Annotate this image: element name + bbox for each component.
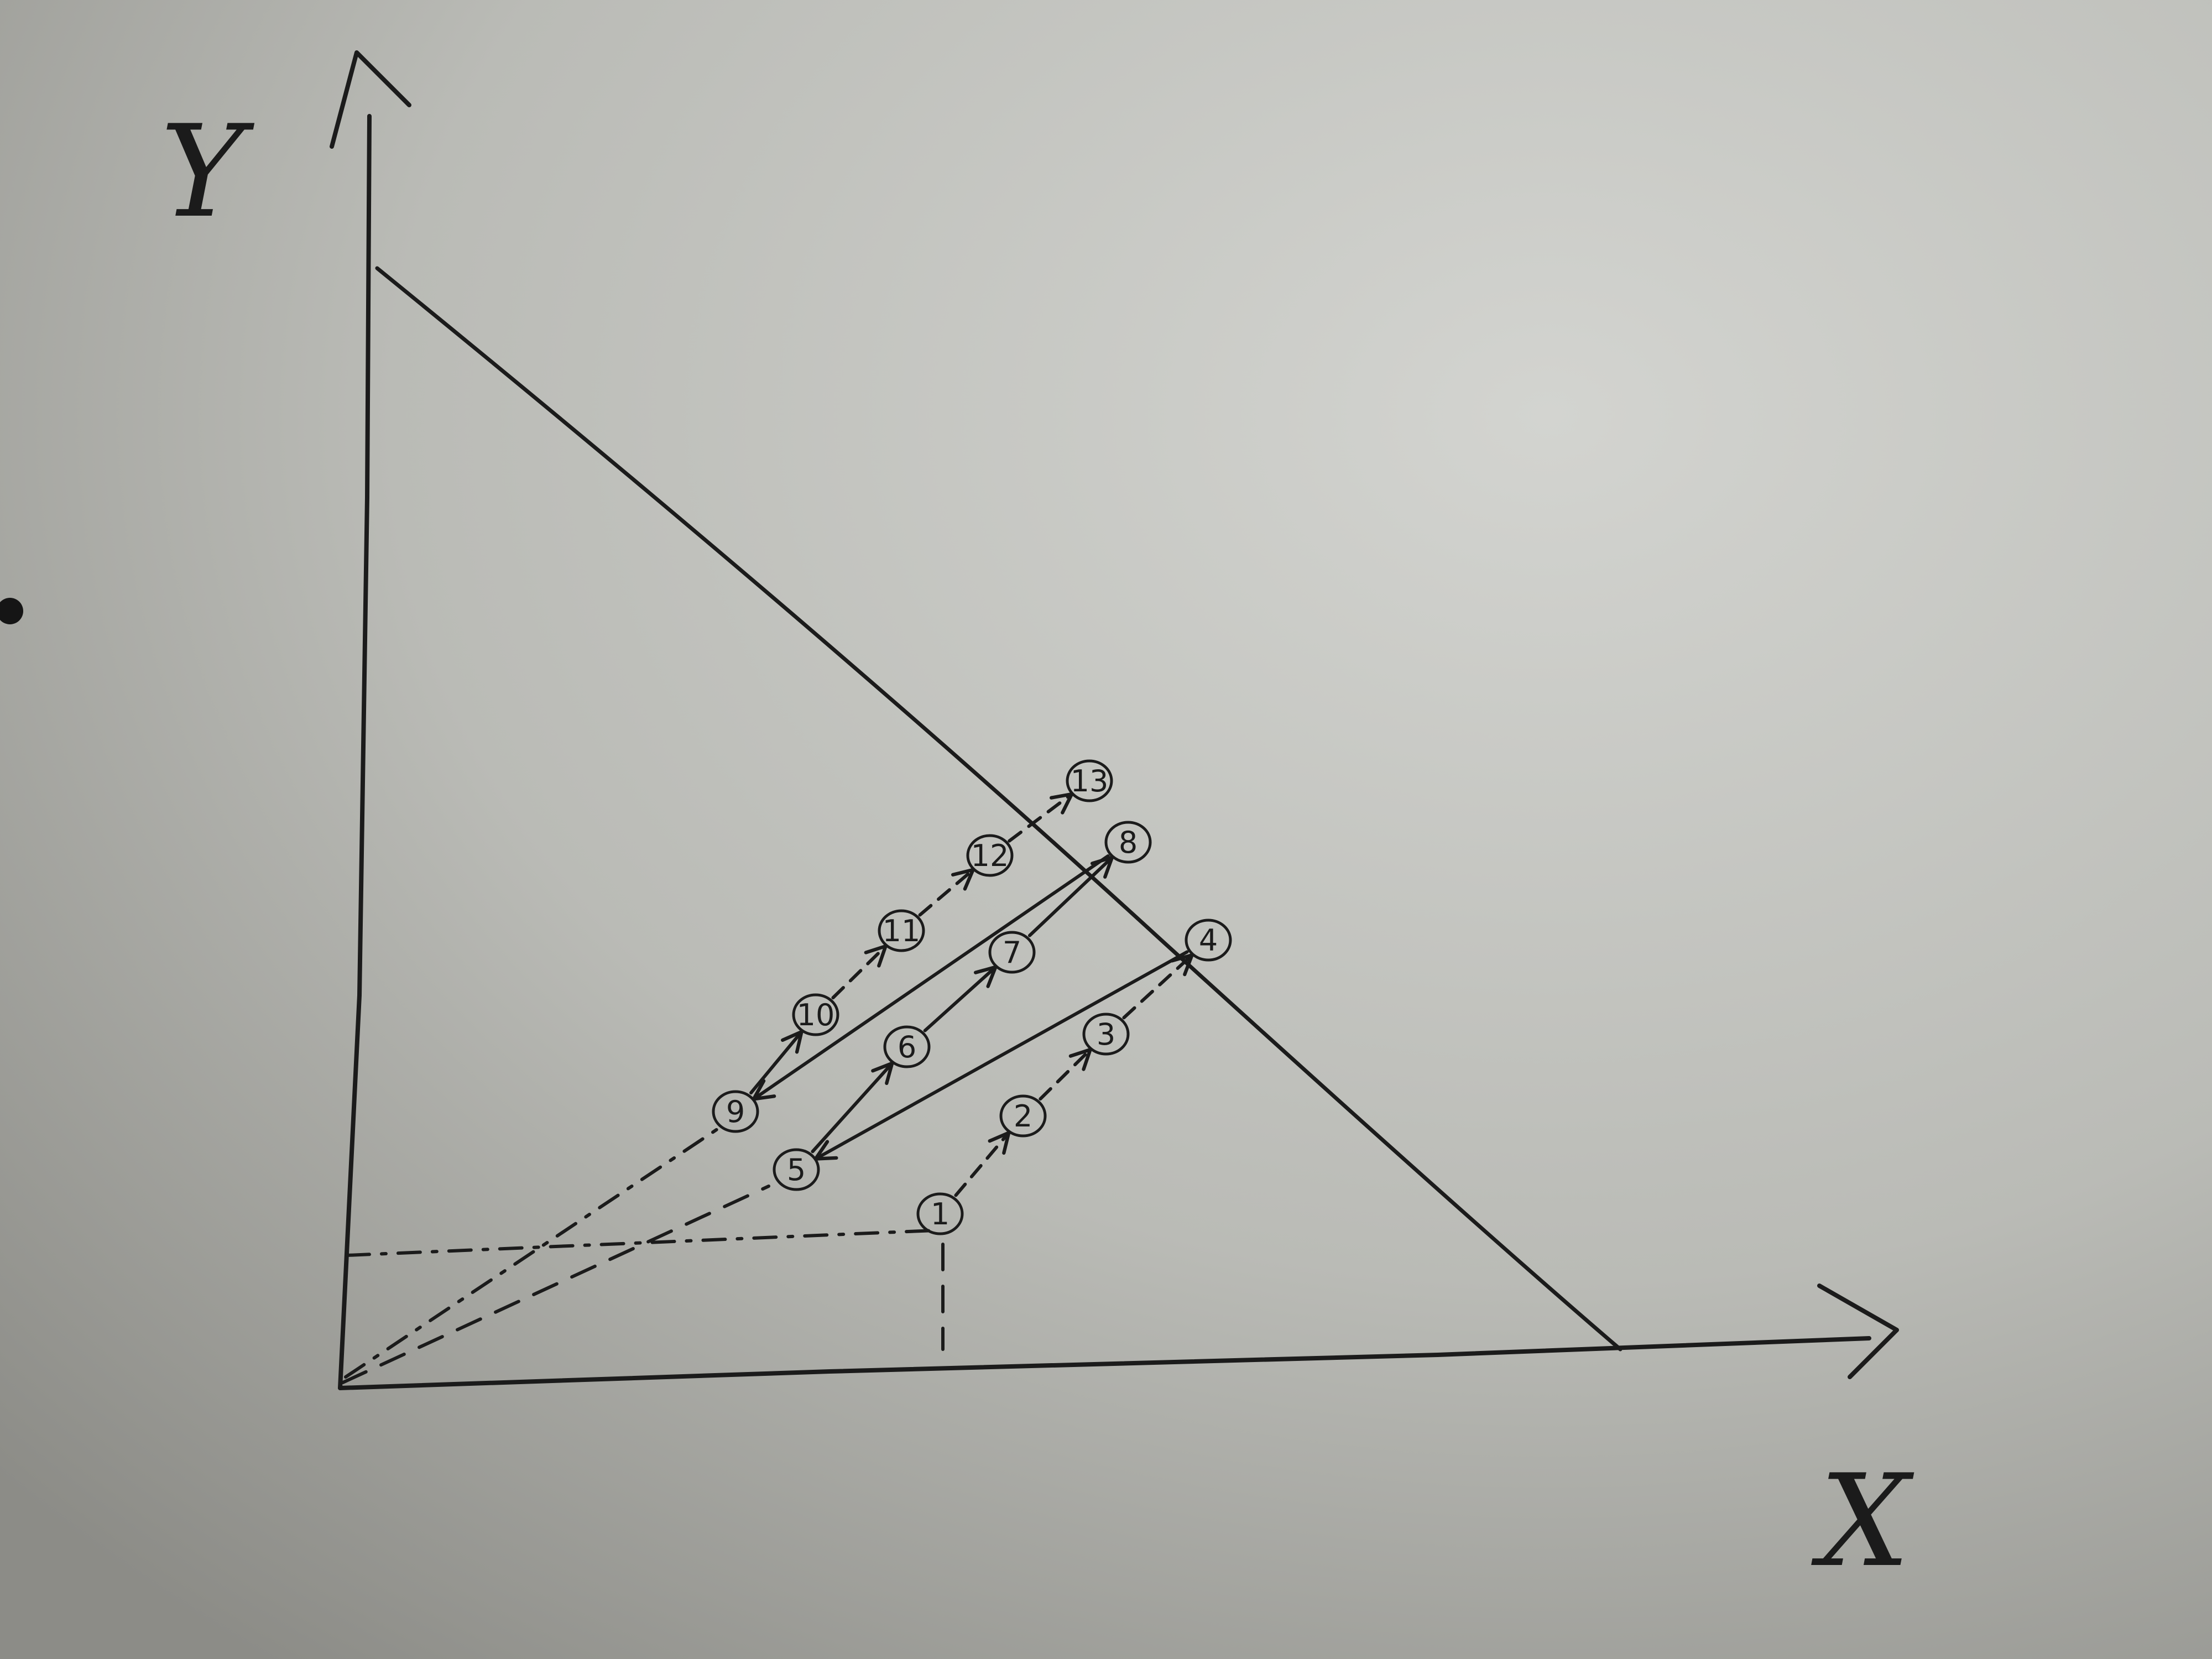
node-5: 5 bbox=[773, 1148, 820, 1191]
node-label: 6 bbox=[898, 1030, 916, 1065]
node-circle bbox=[1185, 919, 1232, 962]
ink-dot bbox=[0, 598, 23, 624]
arrow-1-to-2 bbox=[954, 1131, 1011, 1197]
y-axis-line bbox=[338, 114, 372, 1390]
node-8: 8 bbox=[1104, 821, 1152, 864]
node-12: 12 bbox=[966, 834, 1014, 877]
y-axis-arrow-icon bbox=[330, 50, 411, 149]
ray-to-node-5 bbox=[341, 1185, 770, 1384]
node-7: 7 bbox=[988, 931, 1036, 974]
node-label: 8 bbox=[1119, 825, 1138, 860]
node-6: 6 bbox=[883, 1025, 931, 1068]
guide-lines bbox=[341, 1126, 945, 1384]
arrow-7-to-8 bbox=[1027, 855, 1114, 937]
node-4: 4 bbox=[1185, 919, 1232, 962]
node-label: 3 bbox=[1097, 1017, 1115, 1052]
node-circle bbox=[988, 931, 1036, 974]
arrow-9-to-10 bbox=[749, 1030, 804, 1095]
node-circle bbox=[712, 1090, 759, 1133]
node-circle bbox=[999, 1094, 1047, 1138]
node-circle bbox=[878, 909, 925, 952]
node-label: 4 bbox=[1199, 923, 1218, 958]
arrow-8-to-9 bbox=[752, 854, 1110, 1101]
node-circle bbox=[966, 834, 1014, 877]
node-circle bbox=[1082, 1013, 1130, 1056]
arrow-5-to-6 bbox=[811, 1061, 894, 1154]
node-label: 9 bbox=[726, 1094, 745, 1129]
node-13: 13 bbox=[1066, 759, 1113, 802]
node-label: 7 bbox=[1003, 935, 1021, 970]
ray-to-node-9 bbox=[344, 1126, 721, 1379]
arrow-12-to-13 bbox=[1008, 792, 1074, 843]
node-11: 11 bbox=[878, 909, 925, 952]
node-circle bbox=[1066, 759, 1113, 802]
node-10: 10 bbox=[792, 993, 839, 1036]
arrow-11-to-12 bbox=[918, 868, 975, 917]
x-axis-arrow-icon bbox=[1817, 1284, 1899, 1379]
node-1: 1 bbox=[916, 1192, 964, 1235]
node-label: 11 bbox=[883, 914, 921, 948]
arrow-4-to-5 bbox=[813, 950, 1189, 1161]
arrow-3-to-4 bbox=[1122, 953, 1194, 1020]
axes: Y X bbox=[160, 50, 1914, 1595]
horizontal-guide-line bbox=[346, 1229, 936, 1257]
node-circle bbox=[792, 993, 839, 1036]
node-3: 3 bbox=[1082, 1013, 1130, 1056]
node-2: 2 bbox=[999, 1094, 1047, 1138]
x-axis-line bbox=[338, 1336, 1871, 1390]
x-axis-label: X bbox=[1811, 1448, 1914, 1595]
y-axis-label: Y bbox=[160, 98, 255, 246]
arrow-6-to-7 bbox=[923, 965, 998, 1032]
arrow-2-to-3 bbox=[1039, 1047, 1092, 1101]
budget-line bbox=[375, 266, 1623, 1352]
node-label: 2 bbox=[1014, 1099, 1032, 1134]
node-label: 1 bbox=[931, 1197, 950, 1232]
node-label: 10 bbox=[797, 998, 835, 1032]
node-label: 12 bbox=[971, 838, 1009, 873]
node-label: 5 bbox=[787, 1152, 806, 1187]
node-9: 9 bbox=[712, 1090, 759, 1133]
node-circle bbox=[883, 1025, 931, 1068]
node-circle bbox=[916, 1192, 964, 1235]
node-label: 13 bbox=[1071, 764, 1109, 799]
adjustment-path bbox=[749, 792, 1194, 1197]
node-circle bbox=[1104, 821, 1152, 864]
arrow-10-to-11 bbox=[831, 944, 888, 1000]
node-circle bbox=[773, 1148, 820, 1191]
